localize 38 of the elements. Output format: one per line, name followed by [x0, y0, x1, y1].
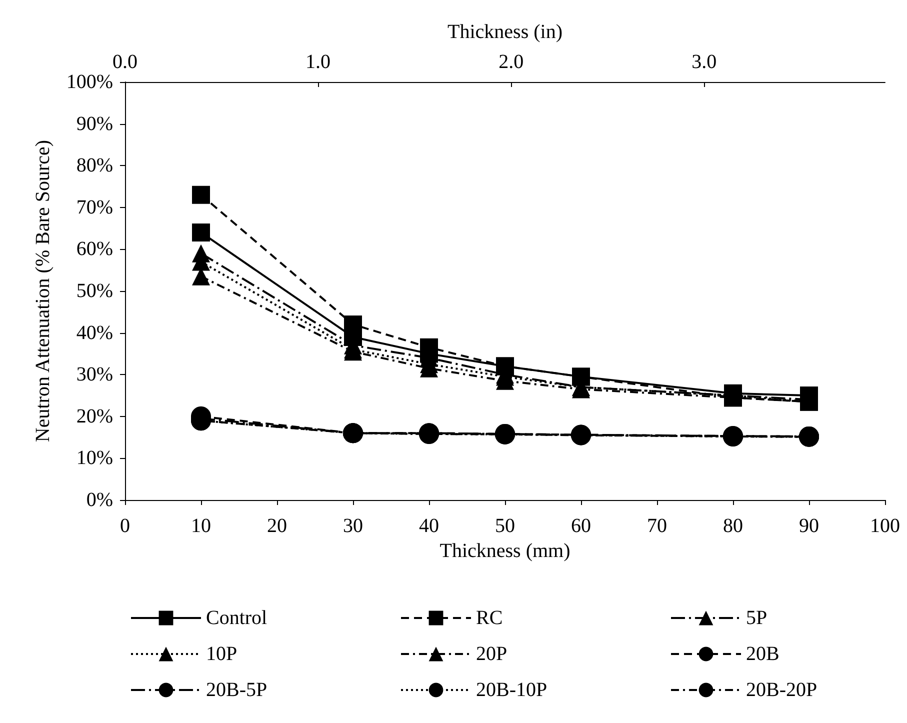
- y-tick-label: 30%: [76, 364, 113, 386]
- y-tick-label: 10%: [76, 447, 113, 470]
- x-tick-label: 10: [191, 515, 211, 537]
- x-tick-label: 30: [343, 515, 363, 537]
- legend-label: 20B-5P: [206, 679, 268, 701]
- x2-tick-label: 2.0: [498, 51, 524, 73]
- y-tick-label: 70%: [76, 196, 113, 218]
- y-tick-label: 20%: [76, 405, 113, 428]
- x-tick-label: 70: [647, 515, 667, 537]
- y-axis-title: Neutron Attenuation (% Bare Source): [32, 140, 54, 442]
- x2-tick-label: 3.0: [692, 51, 717, 73]
- y-tick-label: 40%: [76, 322, 113, 344]
- legend-label: 20P: [476, 643, 508, 665]
- legend-label: Control: [206, 607, 268, 629]
- x-tick-label: 60: [571, 515, 591, 537]
- legend-label: 5P: [746, 607, 768, 629]
- legend-label: 10P: [206, 643, 238, 665]
- x-tick-label: 100: [870, 515, 900, 537]
- x-tick-label: 20: [267, 515, 287, 537]
- x2-axis-title: Thickness (in): [448, 21, 562, 43]
- legend-label: 20B-10P: [476, 679, 548, 701]
- y-tick-label: 90%: [76, 112, 113, 135]
- y-tick-label: 80%: [76, 154, 113, 177]
- x-tick-label: 0: [120, 515, 130, 537]
- x-axis-title: Thickness (mm): [440, 540, 570, 562]
- x2-tick-label: 0.0: [112, 51, 138, 73]
- legend-label: 20B: [746, 643, 780, 665]
- x-tick-label: 80: [723, 515, 743, 537]
- x2-tick-label: 1.0: [306, 51, 331, 73]
- x-tick-label: 90: [799, 515, 819, 537]
- y-tick-label: 50%: [76, 280, 113, 302]
- x-tick-label: 40: [419, 515, 439, 537]
- legend-label: RC: [476, 607, 503, 629]
- y-tick-label: 60%: [76, 238, 113, 260]
- y-tick-label: 0%: [86, 489, 113, 511]
- legend-label: 20B-20P: [746, 679, 818, 701]
- x-tick-label: 50: [495, 515, 515, 537]
- y-tick-label: 100%: [66, 71, 113, 93]
